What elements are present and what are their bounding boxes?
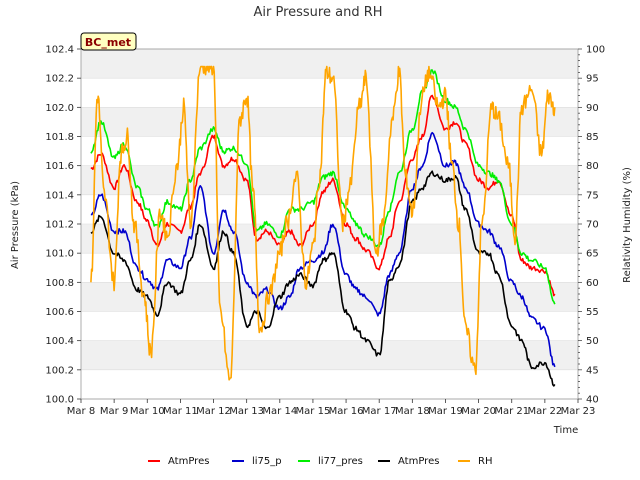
- x-tick-label: Mar 20: [461, 406, 496, 417]
- y-tick-label: 101.4: [45, 190, 74, 201]
- y-tick-label: 102.4: [45, 45, 74, 56]
- legend-label: AtmPres: [168, 456, 209, 467]
- series-line-2: [90, 69, 556, 305]
- y2-tick-label: 65: [586, 249, 599, 260]
- y2-tick-label: 55: [586, 307, 599, 318]
- plot-band: [81, 340, 578, 370]
- x-tick-label: Mar 22: [527, 406, 562, 417]
- y-tick-label: 101.6: [45, 161, 74, 172]
- y-axis-right: 40 45 50 55 60 65 70 75 80 85 90 95 100: [578, 45, 605, 406]
- x-tick-label: Mar 12: [196, 406, 231, 417]
- y2-tick-label: 90: [586, 103, 599, 114]
- y2-tick-label: 100: [586, 45, 605, 56]
- y-axis-label: Air Pressure (kPa): [10, 181, 21, 269]
- legend-label: AtmPres: [398, 456, 439, 467]
- x-tick-label: Mar 19: [428, 406, 463, 417]
- plot-band: [81, 369, 578, 399]
- x-tick-label: Mar 21: [494, 406, 529, 417]
- y-tick-label: 101.0: [45, 249, 74, 260]
- x-tick-label: Mar 8: [67, 406, 95, 417]
- series-line-4: [90, 65, 556, 381]
- plot-band: [81, 136, 578, 166]
- legend-label: li75_p: [252, 456, 282, 467]
- y-tick-label: 101.2: [45, 220, 74, 231]
- x-tick-label: Mar 11: [163, 406, 198, 417]
- x-tick-label: Mar 17: [362, 406, 397, 417]
- y2-tick-label: 50: [586, 336, 599, 347]
- series-lines: [90, 65, 556, 387]
- legend-label: RH: [478, 456, 492, 467]
- y-tick-label: 100.6: [45, 307, 74, 318]
- y2-tick-label: 75: [586, 190, 599, 201]
- y2-tick-label: 70: [586, 220, 599, 231]
- y2-tick-label: 40: [586, 395, 599, 406]
- y-tick-label: 100.0: [45, 395, 74, 406]
- legend-label: li77_pres: [318, 456, 363, 467]
- series-line-1: [90, 131, 556, 368]
- y-axis-left: 100.0 100.2 100.4 100.6 100.8 101.0 101.2 101.4…: [45, 45, 81, 406]
- y-tick-label: 100.2: [45, 365, 74, 376]
- x-tick-label: Mar 10: [130, 406, 165, 417]
- site-badge: BC_met: [80, 32, 137, 51]
- x-tick-label: Mar 23: [561, 406, 596, 417]
- plot-band: [81, 165, 578, 195]
- plot-bands: [81, 49, 578, 399]
- y2-tick-label: 60: [586, 278, 599, 289]
- site-badge-label: BC_met: [85, 36, 131, 49]
- y-tick-label: 102.0: [45, 103, 74, 114]
- plot-band: [81, 194, 578, 224]
- y2-tick-label: 95: [586, 74, 599, 85]
- y2-tick-label: 45: [586, 365, 599, 376]
- series-line-3: [90, 170, 556, 387]
- plot-band: [81, 107, 578, 137]
- y-tick-label: 102.2: [45, 74, 74, 85]
- x-tick-label: Mar 18: [395, 406, 430, 417]
- series-line-0: [90, 94, 556, 297]
- y2-tick-label: 85: [586, 132, 599, 143]
- y-tick-label: 100.4: [45, 336, 74, 347]
- x-tick-label: Mar 15: [296, 406, 331, 417]
- x-tick-label: Mar 13: [229, 406, 264, 417]
- y2-tick-label: 80: [586, 161, 599, 172]
- y-tick-label: 100.8: [45, 278, 74, 289]
- legend: AtmPres li75_p li77_pres AtmPres RH: [148, 456, 492, 467]
- chart-title: Air Pressure and RH: [253, 5, 382, 20]
- y-axis-right-label: Relativity Humidity (%): [622, 167, 633, 283]
- x-tick-label: Mar 16: [329, 406, 364, 417]
- y-tick-label: 101.8: [45, 132, 74, 143]
- x-tick-label: Mar 14: [262, 406, 297, 417]
- plot-band: [81, 311, 578, 341]
- x-tick-label: Mar 9: [100, 406, 128, 417]
- plot-band: [81, 224, 578, 254]
- x-axis-label: Time: [553, 425, 578, 436]
